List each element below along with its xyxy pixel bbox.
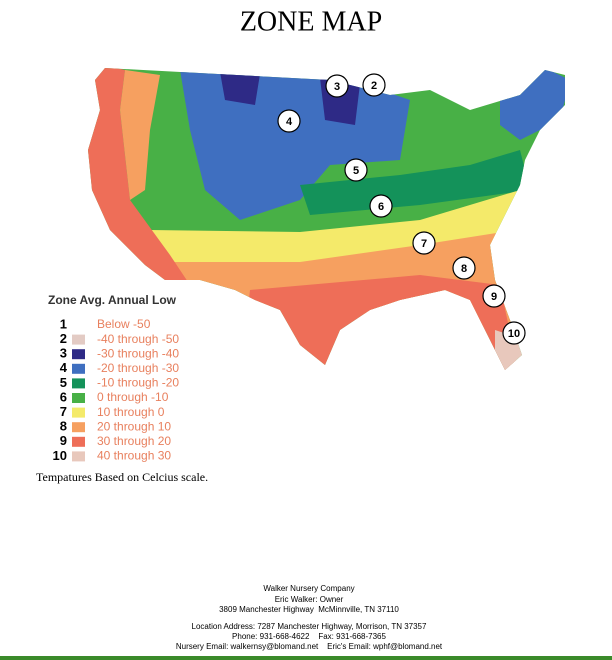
zone-marker: [362, 73, 386, 97]
zone-number: 8: [60, 419, 67, 434]
zone-label: 40 through 30: [97, 449, 171, 463]
zone-marker: [502, 321, 526, 345]
zone-label: 30 through 20: [97, 434, 171, 448]
footer-line: Location Address: 7287 Manchester Highwa…: [192, 622, 427, 631]
zone-number: 10: [53, 448, 67, 463]
zone-marker-label: 10: [508, 328, 520, 340]
zone-marker: [482, 284, 506, 308]
zone-number: 4: [60, 360, 68, 375]
zone-label: -20 through -30: [97, 361, 179, 375]
zone-swatch: [72, 422, 85, 433]
zone-label: -40 through -50: [97, 332, 179, 346]
zone-label: 20 through 10: [97, 419, 171, 433]
zone-swatch: [72, 393, 85, 403]
footer-line: Nursery Email: walkernsy@blomand.net Eri…: [176, 642, 443, 651]
legend-title: Zone Avg. Annual Low: [48, 293, 177, 307]
zone-number: 3: [60, 346, 67, 361]
zone-marker: [452, 256, 476, 280]
zone-marker: [344, 158, 368, 182]
zone-number: 6: [60, 389, 67, 404]
note: Tempatures Based on Celcius scale.: [36, 470, 208, 484]
zone-swatch: [72, 378, 85, 389]
zone-swatch: [72, 334, 85, 345]
zone-swatch: [72, 349, 85, 360]
zone-marker-label: 5: [353, 165, 359, 177]
footer-line: Eric Walker: Owner: [275, 595, 344, 604]
zone-label: 10 through 0: [97, 405, 165, 419]
zone-marker: [412, 231, 436, 255]
zone-number: 2: [60, 331, 67, 346]
zone-swatch: [72, 407, 85, 418]
zone-label: -10 through -20: [97, 376, 179, 390]
zone-marker: [325, 74, 349, 98]
footer-line: Phone: 931-668-4622 Fax: 931-668-7365: [232, 632, 386, 641]
zone-marker-label: 4: [286, 116, 293, 128]
zone-marker: [369, 194, 393, 218]
zone-swatch: [72, 363, 85, 374]
zone-number: 7: [60, 404, 67, 419]
zone-marker: [277, 109, 301, 133]
footer-line: 3809 Manchester Highway McMinnville, TN …: [219, 605, 399, 614]
zone-marker-label: 2: [371, 80, 377, 92]
zone-marker-label: 6: [378, 201, 384, 213]
zone-marker-label: 9: [491, 291, 497, 303]
footer-bar: [0, 656, 612, 660]
footer-line: Walker Nursery Company: [263, 584, 354, 593]
zone-number: 1: [60, 316, 67, 331]
zone-label: -30 through -40: [97, 346, 179, 360]
zone-marker-label: 7: [421, 238, 427, 250]
zone-number: 5: [60, 375, 67, 390]
zone-number: 9: [60, 433, 67, 448]
zone-label: Below -50: [97, 317, 151, 331]
zone-label: 0 through -10: [97, 390, 169, 404]
zone-swatch: [72, 436, 85, 447]
zone-swatch: [72, 451, 85, 462]
page-title: ZONE MAP: [240, 6, 382, 37]
zone-marker-label: 8: [461, 263, 467, 275]
zone-marker-label: 3: [334, 81, 340, 93]
